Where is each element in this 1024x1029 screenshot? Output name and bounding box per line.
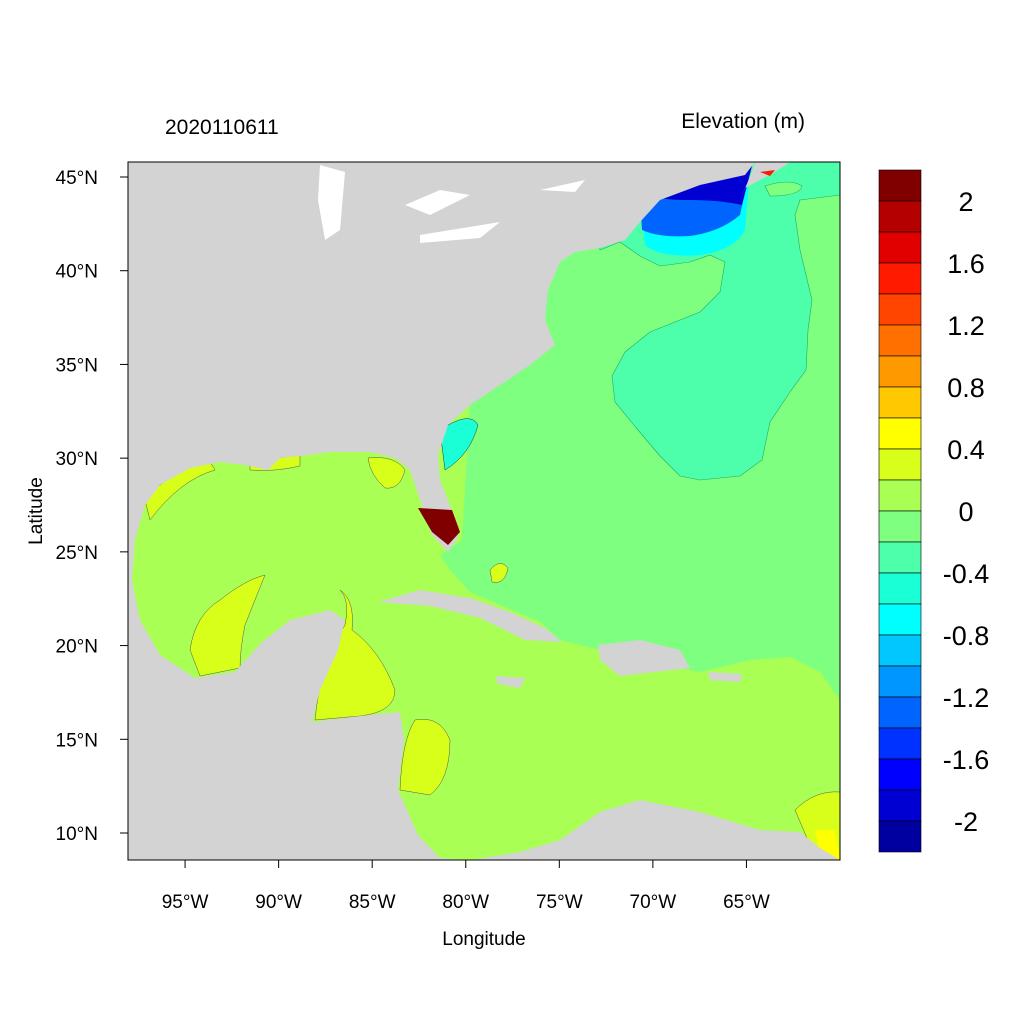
- colorbar-label: 1.2: [947, 311, 985, 341]
- colorbar-swatch: [878, 355, 922, 388]
- bahamas-anomaly: [489, 563, 509, 583]
- colorbar-label: 2: [958, 187, 973, 217]
- florida-shelf-anomaly: [367, 457, 406, 489]
- colorbar-label: -1.6: [943, 745, 990, 775]
- y-tick-label: 25°N: [56, 543, 98, 564]
- colorbar-swatch: [878, 231, 922, 264]
- plot-frame: [127, 161, 841, 861]
- x-axis-label: Longitude: [442, 929, 525, 950]
- x-tick-label: 85°W: [349, 892, 396, 913]
- y-tick-label: 45°N: [56, 168, 98, 189]
- colorbar-label: -2: [954, 807, 978, 837]
- colorbar-swatch: [878, 200, 922, 233]
- colorbar-label: -1.2: [943, 683, 990, 713]
- colorbar-swatch: [878, 820, 922, 853]
- hispaniola-land: [598, 640, 690, 676]
- x-tick-label: 65°W: [723, 892, 770, 913]
- colorbar-swatch: [878, 603, 922, 636]
- nearshore-depression: [439, 418, 479, 471]
- jamaica-land: [495, 676, 525, 688]
- puerto-rico-land: [708, 672, 742, 682]
- y-tick-label: 30°N: [56, 449, 98, 470]
- colorbar-label: 1.6: [947, 249, 985, 279]
- y-axis-ticks: 45°N 40°N 35°N 30°N 25°N 20°N 15°N 10°N: [56, 168, 128, 845]
- colorbar-swatch: [878, 789, 922, 822]
- colorbar-swatch: [878, 510, 922, 543]
- colorbar-swatch: [878, 665, 922, 698]
- colorbar-swatch: [878, 572, 922, 605]
- y-tick-label: 40°N: [56, 262, 98, 283]
- colorbar-swatch: [878, 448, 922, 481]
- colorbar-swatch: [878, 386, 922, 419]
- colorbar-label: -0.4: [943, 559, 990, 589]
- nicaragua-shelf-anomaly: [399, 718, 451, 796]
- map-area: [128, 162, 840, 860]
- x-tick-label: 75°W: [536, 892, 583, 913]
- colorbar-swatch: [878, 169, 922, 202]
- date-title: 2020110611: [165, 116, 279, 139]
- cuba-land: [378, 590, 562, 642]
- colorbar-swatch: [878, 479, 922, 512]
- colorbar-swatch: [878, 324, 922, 357]
- colorbar-swatch: [878, 293, 922, 326]
- colorbar-legend: 2 1.6 1.2 0.8 0.4 0 -0.4 -0.8 -1.2 -1.6 -2: [878, 169, 990, 853]
- y-tick-label: 35°N: [56, 355, 98, 376]
- y-tick-label: 20°N: [56, 637, 98, 658]
- colorbar-label: -0.8: [943, 621, 990, 651]
- colorbar-swatch: [878, 417, 922, 450]
- y-axis-label: Latitude: [26, 477, 47, 545]
- x-tick-label: 70°W: [630, 892, 677, 913]
- positive-lobe: [764, 181, 803, 197]
- colorbar-label: 0.4: [947, 435, 985, 465]
- y-tick-label: 10°N: [56, 824, 98, 845]
- great-lakes-water: [318, 165, 585, 243]
- x-tick-label: 90°W: [255, 892, 302, 913]
- colorbar-swatch: [878, 262, 922, 295]
- nova-scotia-surge: [760, 170, 775, 176]
- colorbar-label: 0: [958, 497, 973, 527]
- campeche-bank-anomaly: [189, 574, 266, 677]
- variable-title: Elevation (m): [681, 110, 805, 133]
- colorbar-swatch: [878, 758, 922, 791]
- colorbar-swatch: [878, 696, 922, 729]
- south-america-land: [470, 800, 840, 860]
- x-tick-label: 80°W: [442, 892, 489, 913]
- x-axis-ticks: 95°W 90°W 85°W 80°W 75°W 70°W 65°W: [162, 860, 770, 913]
- colorbar-swatch: [878, 541, 922, 574]
- y-tick-label: 15°N: [56, 730, 98, 751]
- colorbar-swatch: [878, 634, 922, 667]
- x-tick-label: 95°W: [162, 892, 209, 913]
- maine-nova-scotia-land: [740, 162, 790, 200]
- colorbar-label: 0.8: [947, 373, 985, 403]
- south-florida-surge: [418, 508, 460, 545]
- colorbar-swatch: [878, 727, 922, 760]
